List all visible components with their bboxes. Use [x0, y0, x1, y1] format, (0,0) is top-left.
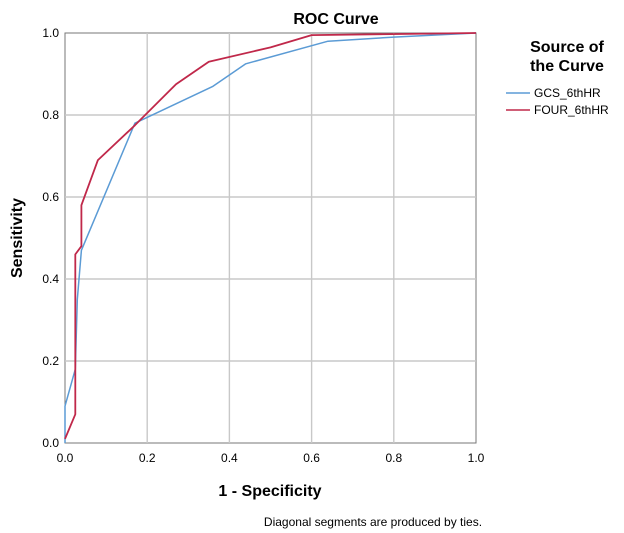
- y-axis-title: Sensitivity: [9, 198, 26, 278]
- legend-label: FOUR_6thHR: [534, 103, 609, 117]
- legend-title-line: Source of: [530, 39, 604, 56]
- y-tick-label: 0.0: [42, 436, 59, 450]
- y-tick-label: 0.4: [42, 272, 59, 286]
- series-line-four-6thhr: [64, 32, 477, 440]
- plot-area: 0.0 0.2 0.4 0.6 0.8 1.0 0.0 0.2 0.4 0.6 0.8 1.0: [42, 26, 484, 465]
- legend-label: GCS_6thHR: [534, 86, 601, 100]
- x-tick-label: 0.4: [221, 451, 238, 465]
- x-tick-label: 0.6: [303, 451, 320, 465]
- x-tick-label: 0.0: [57, 451, 74, 465]
- x-tick-label: 1.0: [468, 451, 485, 465]
- footnote: Diagonal segments are produced by ties.: [264, 515, 482, 529]
- y-tick-label: 0.8: [42, 108, 59, 122]
- y-tick-label: 0.2: [42, 354, 59, 368]
- series-line-gcs-6thhr: [64, 32, 477, 443]
- y-tick-label: 1.0: [42, 26, 59, 40]
- chart-title: ROC Curve: [293, 11, 378, 28]
- plot-frame: [64, 32, 477, 444]
- x-tick-label: 0.8: [385, 451, 402, 465]
- legend-title-line: the Curve: [530, 58, 604, 75]
- x-axis-title: 1 - Specificity: [218, 483, 321, 500]
- x-tick-label: 0.2: [139, 451, 156, 465]
- legend: Source of the Curve GCS_6thHR FOUR_6thHR: [506, 39, 609, 117]
- y-tick-label: 0.6: [42, 190, 59, 204]
